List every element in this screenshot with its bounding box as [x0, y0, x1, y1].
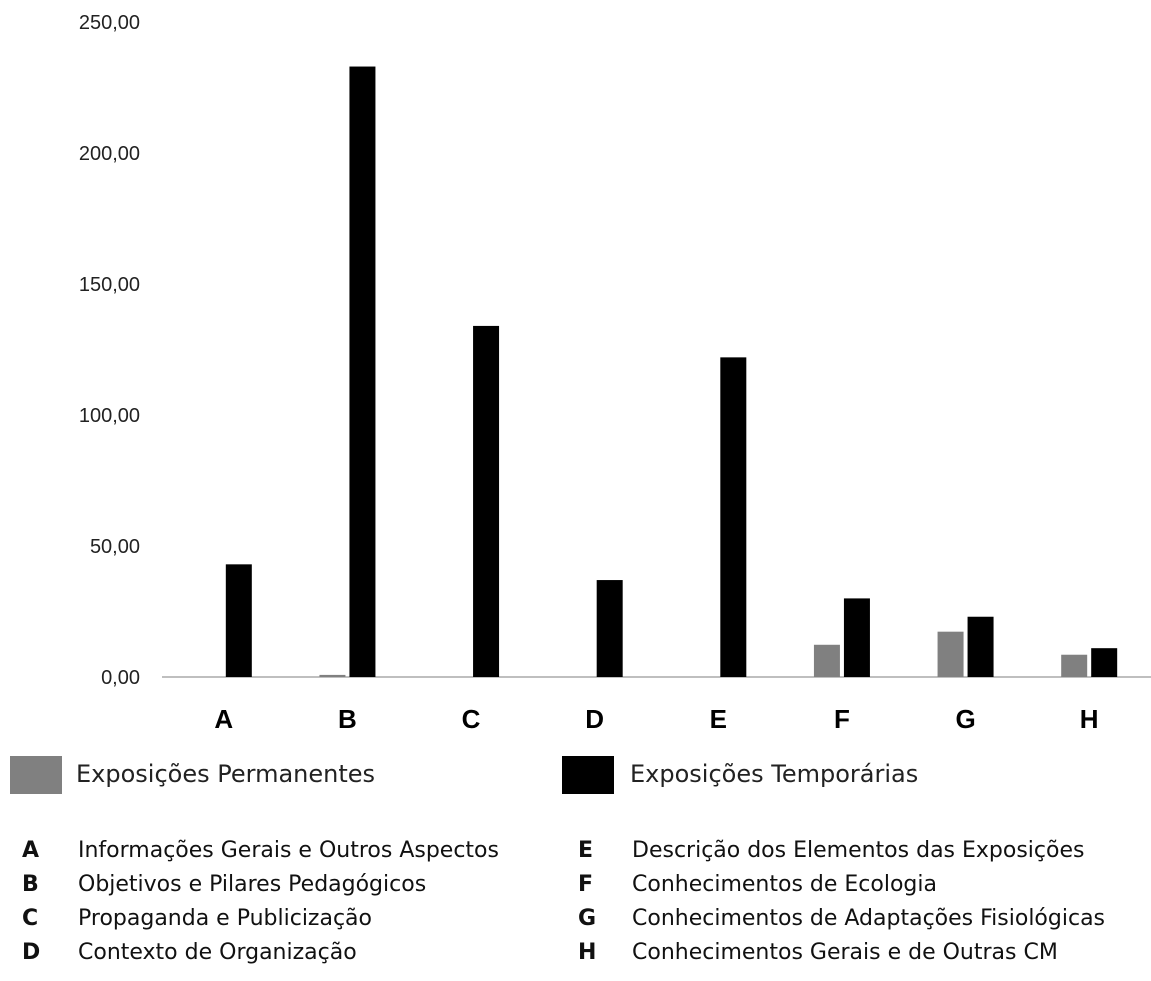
y-tick-label: 50,00: [90, 536, 140, 558]
key-text: Conhecimentos de Adaptações Fisiológicas: [632, 906, 1106, 931]
x-tick-label-g: G: [955, 704, 975, 734]
x-axis-category-labels: A B C D E F G H: [214, 704, 1098, 734]
key-text: Descrição dos Elementos das Exposições: [632, 838, 1085, 863]
y-tick-label: 0,00: [101, 667, 140, 689]
x-tick-label-e: E: [710, 704, 727, 734]
bar-temporary-d: [596, 580, 623, 677]
key-text: Informações Gerais e Outros Aspectos: [78, 838, 499, 863]
y-tick-label: 250,00: [79, 12, 140, 34]
bar-permanent-b: [319, 674, 346, 677]
x-tick-label-b: B: [338, 704, 357, 734]
bar-permanent-f: [813, 644, 840, 677]
x-tick-label-d: D: [585, 704, 604, 734]
bars: [225, 66, 1118, 678]
key-letter: E: [578, 838, 594, 863]
bar-temporary-c: [473, 325, 500, 677]
legend-swatch-temporary: [562, 756, 614, 794]
x-tick-label-h: H: [1080, 704, 1099, 734]
y-tick-label: 100,00: [79, 405, 140, 427]
key-letter: D: [22, 940, 41, 965]
bar-permanent-h: [1061, 654, 1088, 677]
y-tick-label: 200,00: [79, 143, 140, 165]
bar-temporary-f: [843, 598, 870, 677]
key-text: Contexto de Organização: [78, 940, 357, 965]
key-letter: A: [22, 838, 40, 863]
key-letter: B: [22, 872, 39, 897]
key-text: Objetivos e Pilares Pedagógicos: [78, 872, 427, 897]
x-tick-label-f: F: [834, 704, 850, 734]
legend-label-temporary: Exposições Temporárias: [630, 760, 919, 788]
x-tick-label-c: C: [462, 704, 481, 734]
y-axis-ticks: 0,00 50,00 100,00 150,00 200,00 250,00: [79, 12, 140, 689]
bar-temporary-a: [225, 564, 252, 677]
bar-temporary-b: [349, 66, 376, 678]
bar-temporary-g: [967, 616, 994, 677]
bar-chart: 0,00 50,00 100,00 150,00 200,00 250,00 A B C D E F…: [79, 12, 1151, 734]
key-text: Conhecimentos Gerais e de Outras CM: [632, 940, 1058, 965]
bar-permanent-g: [937, 631, 964, 677]
key-text: Propaganda e Publicização: [78, 906, 372, 931]
legend-swatch-permanent: [10, 756, 62, 794]
key-text: Conhecimentos de Ecologia: [632, 872, 937, 897]
legend-label-permanent: Exposições Permanentes: [76, 760, 376, 788]
key-letter: F: [578, 872, 594, 897]
bar-temporary-h: [1091, 648, 1118, 677]
key-letter: C: [22, 906, 39, 931]
key-letter: G: [578, 906, 597, 931]
y-tick-label: 150,00: [79, 274, 140, 296]
x-tick-label-a: A: [214, 704, 233, 734]
key-letter: H: [578, 940, 597, 965]
bar-temporary-e: [720, 357, 747, 677]
